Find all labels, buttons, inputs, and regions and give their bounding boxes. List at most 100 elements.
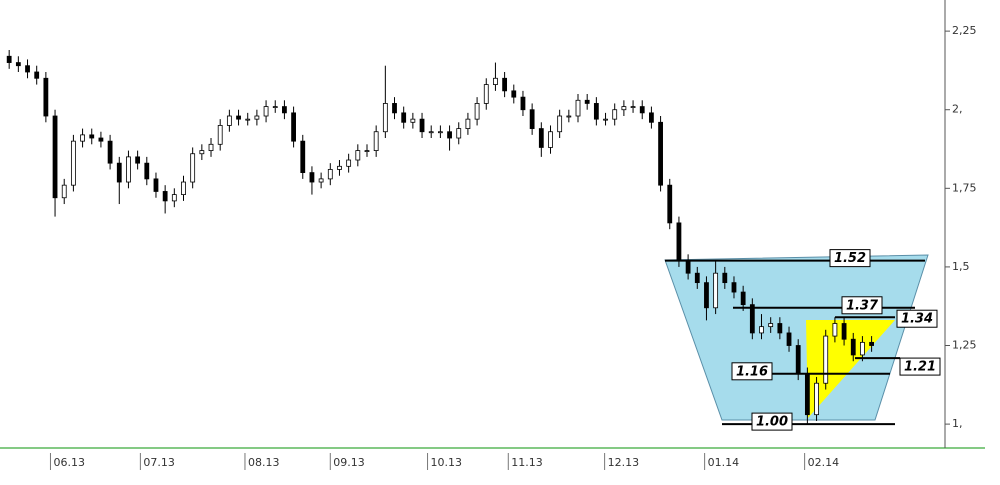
candle-body	[713, 272, 719, 309]
channel-shape	[664, 254, 929, 421]
level-label: 1.37	[846, 298, 879, 313]
candle-body	[869, 341, 875, 346]
candle-body	[804, 373, 810, 416]
candle-body	[722, 272, 728, 284]
candle-body	[704, 282, 709, 309]
candle-body	[731, 282, 737, 293]
candle-body	[786, 332, 792, 346]
y-tick-label: 1,5	[952, 260, 970, 273]
candle-body	[25, 65, 30, 73]
candle-body	[318, 178, 324, 183]
candle-body	[43, 77, 49, 117]
candle-body	[401, 112, 407, 123]
candle-body	[34, 71, 40, 79]
candle-body	[502, 77, 508, 92]
level-label: 1.21	[904, 360, 936, 375]
candle-body	[309, 172, 315, 183]
candle-body	[208, 143, 214, 151]
level-label: 1.52	[834, 251, 866, 266]
candle-body	[98, 137, 104, 142]
candle-body	[566, 115, 572, 118]
candle-body	[217, 125, 223, 145]
candle-body	[694, 272, 700, 284]
level-label-box	[731, 362, 773, 381]
candle-body	[749, 304, 755, 334]
candle-body	[254, 115, 260, 120]
x-tick-label: 09.13	[333, 456, 365, 469]
candle-body	[667, 184, 673, 224]
candle-body	[584, 99, 590, 104]
candle-body	[557, 115, 563, 133]
candle-body	[630, 106, 636, 108]
y-tick-label: 2,	[952, 103, 963, 116]
candle-body	[603, 118, 608, 121]
candle-body	[171, 194, 177, 202]
candle-body	[70, 140, 76, 186]
candle-body	[300, 140, 306, 173]
candle-body	[327, 169, 333, 180]
candle-body	[639, 106, 645, 114]
candle-body	[740, 291, 746, 306]
level-label-box	[829, 249, 871, 268]
y-tick-label: 1,75	[952, 181, 977, 194]
candle-body	[107, 140, 113, 164]
candle-body	[153, 178, 159, 192]
candle-body	[226, 115, 232, 126]
candle-body	[529, 109, 535, 129]
candle-body	[593, 103, 599, 120]
candle-body	[456, 128, 462, 139]
candle-body	[337, 165, 342, 170]
candle-body	[493, 77, 498, 85]
candle-body	[814, 382, 819, 416]
level-label: 1.34	[901, 312, 933, 327]
candle-body	[447, 131, 452, 139]
candle-body	[61, 184, 67, 199]
candle-body	[768, 323, 774, 328]
candle-body	[364, 150, 370, 152]
candle-body	[52, 115, 58, 199]
level-label-box	[899, 357, 941, 376]
candle-body	[199, 150, 205, 155]
x-tick-label: 07.13	[143, 456, 175, 469]
y-tick-label: 1,25	[952, 339, 977, 352]
candle-body	[373, 131, 379, 151]
x-tick-label: 12.13	[608, 456, 640, 469]
x-tick-label: 06.13	[53, 456, 85, 469]
candle-body	[126, 156, 131, 183]
candle-body	[649, 112, 654, 123]
candle-body	[520, 96, 526, 111]
candle-body	[621, 106, 627, 111]
candle-body	[162, 191, 168, 202]
candle-body	[263, 106, 269, 117]
candle-body	[80, 134, 85, 142]
x-tick-label: 11.13	[511, 456, 543, 469]
candle-body	[437, 131, 443, 134]
candle-body	[6, 55, 12, 63]
candle-body	[658, 121, 663, 186]
y-tick-label: 2,25	[952, 24, 977, 37]
y-tick-label: 1,	[952, 417, 963, 430]
candle-body	[511, 90, 517, 98]
candle-body	[832, 323, 838, 337]
x-tick-label: 10.13	[431, 456, 463, 469]
level-label-box	[841, 296, 883, 315]
candle-body	[777, 323, 783, 334]
candle-body	[245, 118, 251, 121]
candle-body	[144, 162, 150, 180]
level-label: 1.16	[736, 364, 768, 379]
candle-body	[860, 341, 865, 356]
candle-body	[575, 99, 581, 117]
candle-body	[272, 106, 278, 108]
candle-body	[685, 260, 691, 274]
candle-body	[382, 103, 388, 133]
x-tick-label: 08.13	[248, 456, 279, 469]
candle-body	[428, 131, 434, 134]
candle-body	[181, 181, 186, 196]
candle-body	[538, 128, 544, 148]
candle-body	[841, 323, 847, 340]
candle-body	[676, 222, 682, 262]
candle-body	[15, 62, 21, 67]
candle-body	[392, 103, 397, 114]
candle-body	[346, 159, 352, 167]
